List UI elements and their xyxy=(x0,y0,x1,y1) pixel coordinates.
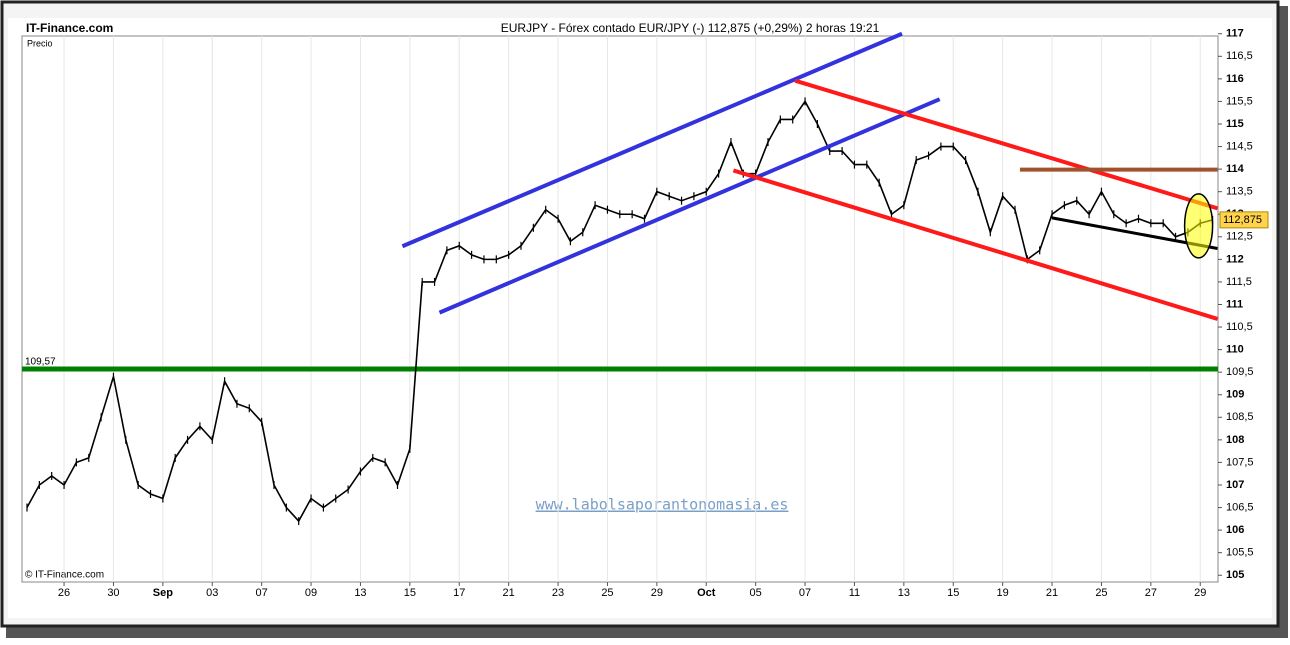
x-tick-label: 15 xyxy=(947,587,959,599)
brand: IT-Finance.com xyxy=(26,21,113,35)
x-tick-label: 25 xyxy=(601,587,613,599)
x-tick-label: 30 xyxy=(107,587,119,599)
y-tick-label: 107 xyxy=(1226,479,1244,491)
y-tick-label: 115 xyxy=(1226,118,1244,130)
x-tick-label: Sep xyxy=(153,587,173,599)
y-tick-label: 114,5 xyxy=(1226,140,1253,152)
x-tick-label: 26 xyxy=(58,587,70,599)
x-tick-label: 21 xyxy=(1046,587,1058,599)
x-tick-label: 13 xyxy=(898,587,910,599)
x-tick-label: Oct xyxy=(697,587,716,599)
y-tick-label: 106 xyxy=(1226,524,1244,536)
x-tick-label: 05 xyxy=(750,587,762,599)
x-tick-label: 27 xyxy=(1145,587,1157,599)
y-tick-label: 105 xyxy=(1226,569,1244,581)
watermark: www.labolsaporantonomasia.es xyxy=(536,496,789,514)
last-value-box xyxy=(1219,211,1269,229)
trend-line xyxy=(794,78,1219,211)
x-tick-label: 21 xyxy=(503,587,515,599)
x-tick-label: 19 xyxy=(997,587,1009,599)
x-tick-label: 07 xyxy=(799,587,811,599)
y-tick-label: 115,5 xyxy=(1226,95,1253,107)
x-tick-label: 03 xyxy=(206,587,218,599)
y-tick-label: 110,5 xyxy=(1226,321,1253,333)
plot-area xyxy=(21,35,1219,583)
x-tick-label: 17 xyxy=(453,587,465,599)
y-tick-label: 112,5 xyxy=(1226,231,1253,243)
trend-line xyxy=(732,168,1219,321)
x-tick-label: 11 xyxy=(849,587,860,599)
y-tick-label: 109 xyxy=(1226,389,1244,401)
x-tick-label: 09 xyxy=(305,587,317,599)
x-tick-label: 13 xyxy=(354,587,366,599)
highlight-ellipse xyxy=(1183,193,1214,259)
x-tick-label: 23 xyxy=(552,587,564,599)
trend-line xyxy=(401,31,903,249)
chart-title: EURJPY - Fórex contado EUR/JPY (-) 112,8… xyxy=(501,21,880,35)
y-label: Precio xyxy=(27,38,53,48)
y-tick-label: 107,5 xyxy=(1226,456,1254,468)
y-tick-label: 116,5 xyxy=(1226,50,1253,62)
x-tick-label: 29 xyxy=(1194,587,1206,599)
y-tick-label: 109,5 xyxy=(1226,366,1254,378)
y-tick-label: 108 xyxy=(1226,434,1244,446)
y-tick-label: 106,5 xyxy=(1226,501,1254,513)
trend-line xyxy=(438,97,941,315)
y-tick-label: 110 xyxy=(1226,344,1244,356)
last-value-label: 112,875 xyxy=(1223,214,1262,226)
y-tick-label: 113,5 xyxy=(1226,186,1253,198)
x-tick-label: 29 xyxy=(651,587,663,599)
y-tick-label: 105,5 xyxy=(1226,547,1254,559)
x-tick-label: 25 xyxy=(1095,587,1107,599)
y-tick-label: 111 xyxy=(1226,298,1243,310)
y-tick-label: 116 xyxy=(1226,73,1244,85)
y-tick-label: 114 xyxy=(1226,163,1245,175)
support-label: 109,57 xyxy=(25,357,56,368)
y-tick-label: 108,5 xyxy=(1226,411,1254,423)
x-tick-label: 15 xyxy=(404,587,416,599)
x-tick-label: 07 xyxy=(256,587,268,599)
y-tick-label: 117 xyxy=(1226,28,1244,40)
y-tick-label: 111,5 xyxy=(1226,276,1252,288)
y-tick-label: 112 xyxy=(1226,253,1244,265)
